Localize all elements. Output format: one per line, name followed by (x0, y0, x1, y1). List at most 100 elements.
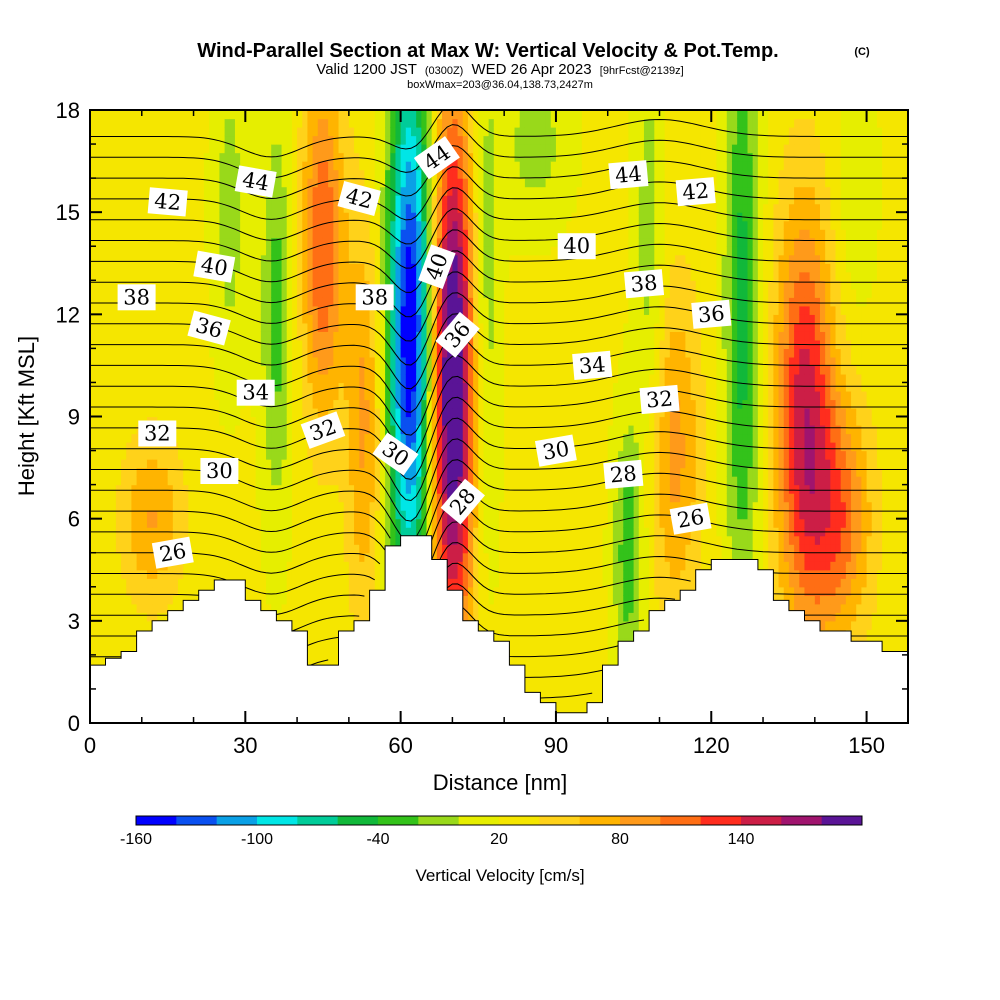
velocity-cell (255, 263, 262, 273)
velocity-cell (146, 144, 153, 154)
velocity-cell (307, 365, 314, 375)
velocity-cell (224, 442, 231, 452)
velocity-cell (333, 527, 340, 537)
velocity-cell (328, 305, 334, 315)
velocity-cell (167, 246, 174, 256)
velocity-cell (141, 612, 148, 622)
velocity-cell (115, 382, 122, 392)
velocity-cell (167, 501, 174, 511)
velocity-cell (214, 305, 221, 315)
velocity-cell (234, 527, 241, 537)
velocity-cell (317, 212, 324, 222)
velocity-cell (374, 246, 381, 256)
velocity-cell (224, 527, 231, 537)
velocity-cell (162, 501, 169, 511)
velocity-cell (400, 297, 407, 307)
velocity-cell (229, 135, 236, 145)
velocity-cell (260, 331, 267, 341)
velocity-cell (121, 212, 127, 222)
velocity-cell (400, 195, 407, 205)
velocity-cell (152, 459, 158, 469)
velocity-cell (105, 390, 112, 401)
velocity-cell (203, 127, 210, 137)
velocity-cell (436, 365, 443, 375)
velocity-cell (385, 314, 391, 324)
velocity-cell (209, 407, 215, 418)
velocity-cell (110, 425, 117, 435)
velocity-cell (203, 561, 210, 571)
velocity-cell (131, 450, 138, 460)
velocity-cell (447, 569, 454, 579)
velocity-cell (178, 365, 184, 375)
velocity-cell (141, 314, 148, 324)
velocity-cell (333, 161, 340, 171)
velocity-cell (110, 314, 117, 324)
velocity-cell (416, 169, 422, 179)
velocity-cell (291, 348, 298, 358)
velocity-cell (343, 416, 350, 426)
velocity-cell (297, 169, 303, 179)
velocity-cell (126, 578, 133, 588)
velocity-cell (333, 390, 340, 401)
velocity-cell (209, 229, 215, 239)
velocity-cell (374, 459, 381, 469)
velocity-cell (385, 390, 391, 401)
velocity-cell (203, 161, 210, 171)
velocity-cell (131, 331, 138, 341)
velocity-cell (136, 195, 143, 205)
velocity-cell (442, 518, 448, 528)
velocity-cell (100, 467, 107, 477)
velocity-cell (266, 305, 272, 315)
velocity-cell (400, 135, 407, 145)
velocity-cell (338, 407, 345, 418)
velocity-cell (312, 476, 319, 486)
velocity-cell (442, 535, 448, 545)
velocity-cell (110, 416, 117, 426)
velocity-cell (105, 612, 112, 622)
velocity-cell (245, 561, 252, 571)
velocity-cell (359, 314, 365, 324)
velocity-cell (322, 254, 329, 264)
velocity-cell (126, 561, 133, 571)
velocity-cell (141, 467, 148, 477)
velocity-cell (348, 254, 355, 264)
velocity-cell (203, 569, 210, 579)
velocity-cell (250, 527, 257, 537)
velocity-cell (110, 297, 117, 307)
velocity-cell (193, 442, 200, 452)
velocity-cell (141, 373, 148, 384)
velocity-cell (307, 476, 314, 486)
velocity-cell (152, 476, 158, 486)
velocity-cell (219, 382, 226, 392)
velocity-cell (297, 356, 303, 367)
velocity-cell (416, 212, 422, 222)
velocity-cell (95, 373, 101, 384)
velocity-cell (348, 620, 355, 630)
velocity-cell (141, 263, 148, 273)
velocity-cell (426, 212, 433, 222)
velocity-cell (317, 399, 324, 409)
velocity-cell (291, 178, 298, 188)
velocity-cell (291, 535, 298, 545)
velocity-cell (95, 203, 101, 213)
velocity-cell (193, 518, 200, 528)
velocity-cell (390, 305, 397, 315)
velocity-cell (307, 212, 314, 222)
velocity-cell (291, 595, 298, 605)
velocity-cell (131, 586, 138, 596)
velocity-cell (302, 152, 309, 162)
velocity-cell (188, 476, 195, 486)
velocity-cell (209, 152, 215, 162)
velocity-cell (198, 246, 205, 256)
velocity-cell (364, 603, 371, 613)
velocity-cell (90, 399, 96, 409)
velocity-cell (234, 484, 241, 494)
velocity-cell (219, 237, 226, 247)
velocity-cell (354, 152, 360, 162)
velocity-cell (317, 493, 324, 503)
velocity-cell (95, 544, 101, 554)
velocity-cell (136, 620, 143, 630)
velocity-cell (354, 178, 360, 188)
velocity-cell (224, 552, 231, 562)
velocity-cell (188, 518, 195, 528)
